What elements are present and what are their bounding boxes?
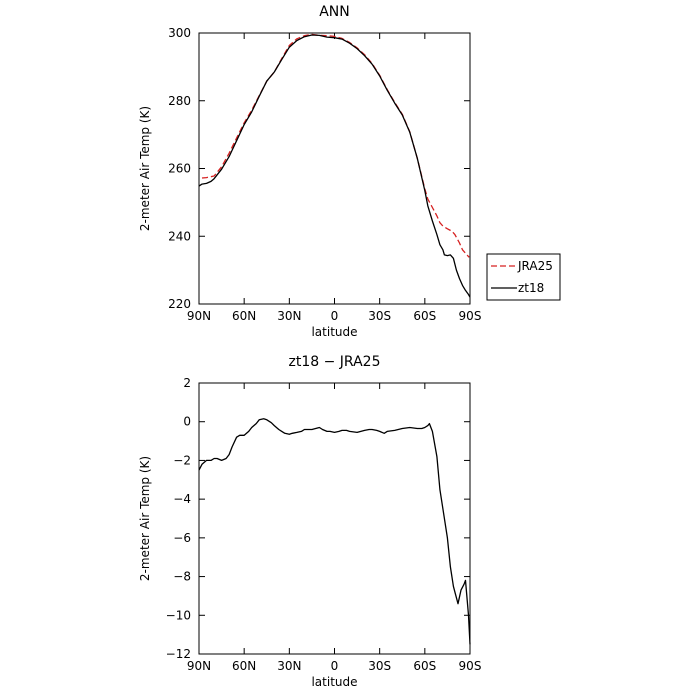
x-axis-label: latitude <box>311 325 357 339</box>
x-tick-label: 60N <box>232 659 256 673</box>
x-tick-label: 90N <box>187 309 211 323</box>
y-tick-label: 240 <box>168 229 191 243</box>
x-tick-label: 30S <box>368 659 391 673</box>
y-tick-label: −10 <box>166 608 191 622</box>
y-tick-label: 220 <box>168 297 191 311</box>
y-tick-label: −2 <box>173 453 191 467</box>
y-tick-label: −12 <box>166 647 191 661</box>
legend-box <box>486 253 561 301</box>
y-tick-label: −8 <box>173 570 191 584</box>
x-tick-label: 0 <box>331 309 339 323</box>
chart-title: zt18 − JRA25 <box>289 354 381 370</box>
y-axis-label: 2-meter Air Temp (K) <box>138 106 152 231</box>
y-tick-label: 2 <box>183 376 191 390</box>
series-line-difference <box>198 418 471 645</box>
y-tick-label: −4 <box>173 492 191 506</box>
legend-label: JRA25 <box>517 259 553 273</box>
chart-title: ANN <box>319 4 350 20</box>
panel-annual-temperature: ANN 90N 60N 30N 0 30S 60S 90S 220 240 260 280 300 lat… <box>138 4 561 339</box>
x-axis-label: latitude <box>311 675 357 689</box>
series-line-zt18 <box>198 34 471 298</box>
x-tick-label: 0 <box>331 659 339 673</box>
y-tick-label: 280 <box>168 94 191 108</box>
x-tick-label: 30S <box>368 309 391 323</box>
y-axis-label: 2-meter Air Temp (K) <box>138 456 152 581</box>
panel-temperature-difference: zt18 − JRA25 90N 60N 30N 0 30S 60S 90S −12 −10 −8 −… <box>138 354 481 689</box>
x-tick-label: 60N <box>232 309 256 323</box>
x-tick-label: 90S <box>459 659 482 673</box>
legend: JRA25 zt18 <box>486 253 561 301</box>
y-tick-label: 0 <box>183 415 191 429</box>
x-tick-label: 60S <box>413 659 436 673</box>
x-tick-label: 30N <box>277 309 301 323</box>
legend-label: zt18 <box>518 281 544 295</box>
y-tick-label: −6 <box>173 531 191 545</box>
y-tick-label: 300 <box>168 26 191 40</box>
y-tick-label: 260 <box>168 162 191 176</box>
series-line-jra25 <box>201 33 470 258</box>
x-tick-label: 90N <box>187 659 211 673</box>
plot-frame <box>198 32 471 305</box>
x-tick-label: 90S <box>459 309 482 323</box>
x-tick-label: 30N <box>277 659 301 673</box>
x-tick-label: 60S <box>413 309 436 323</box>
